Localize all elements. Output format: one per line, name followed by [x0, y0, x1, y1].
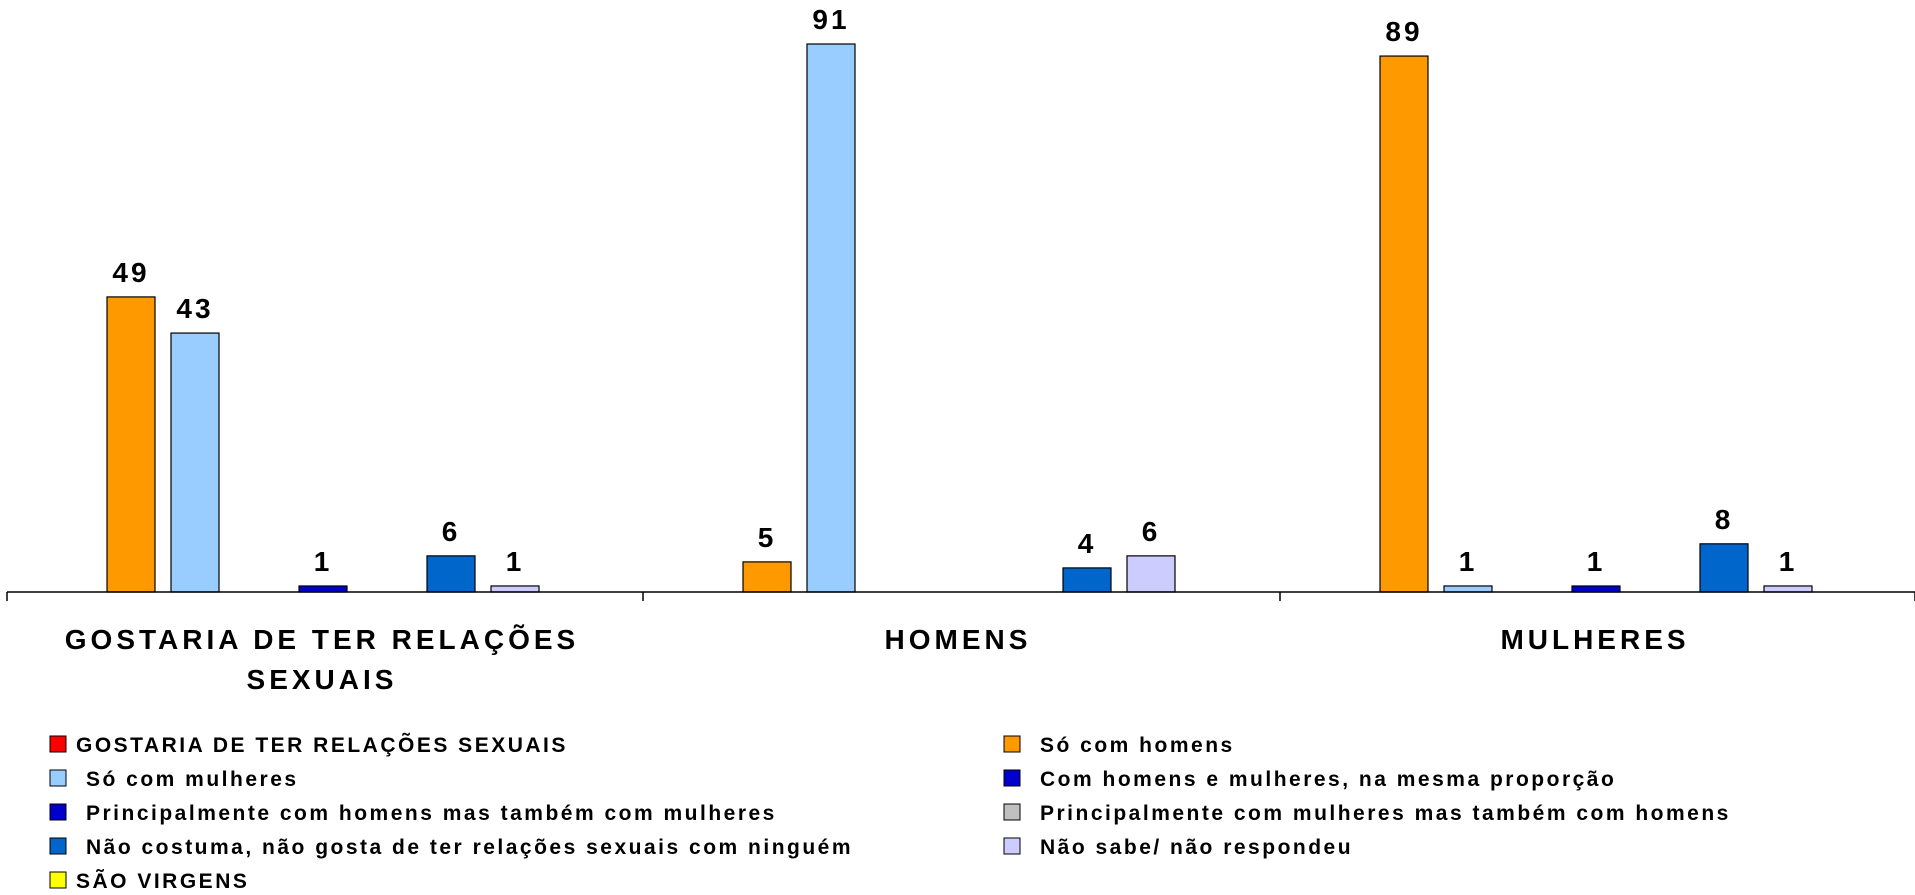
data-label: 49	[112, 257, 149, 288]
category-label: MULHERES	[1500, 624, 1689, 655]
x-axis	[6, 591, 1915, 601]
data-label: 89	[1385, 16, 1422, 47]
data-label: 1	[314, 546, 333, 577]
data-label: 1	[1779, 546, 1798, 577]
category-label: HOMENS	[885, 624, 1032, 655]
category-label: GOSTARIA DE TER RELAÇÕES	[65, 624, 579, 655]
data-label: 6	[442, 516, 461, 547]
data-label: 6	[1142, 516, 1161, 547]
data-label: 1	[1459, 546, 1478, 577]
legend-swatch	[49, 871, 67, 889]
legend-label: Principalmente com homens mas também com…	[86, 802, 777, 825]
category-label: SEXUAIS	[247, 664, 398, 695]
legend-label: Não costuma, não gosta de ter relações s…	[86, 836, 853, 859]
bar-1-2	[1379, 55, 1429, 593]
chart-legend: GOSTARIA DE TER RELAÇÕES SEXUAIS Só com h…	[49, 733, 1731, 893]
bar-6-0	[426, 555, 476, 593]
bar-7-2	[1763, 585, 1813, 593]
legend-swatch	[1003, 837, 1021, 855]
legend-swatch	[49, 769, 67, 787]
bar-4-2	[1571, 585, 1621, 593]
legend-label: Só com homens	[1040, 734, 1235, 757]
chart-value-labels: 49 5 89 43 91 1 1 1 6 4 8 1 6 1	[112, 4, 1798, 577]
data-label: 5	[758, 522, 777, 553]
legend-label: GOSTARIA DE TER RELAÇÕES SEXUAIS	[76, 733, 568, 757]
legend-label: Não sabe/ não respondeu	[1040, 836, 1353, 859]
data-label: 4	[1078, 528, 1097, 559]
bar-2-2	[1443, 585, 1493, 593]
bar-6-2	[1699, 543, 1749, 593]
bar-1-1	[742, 561, 792, 593]
bar-1-0	[106, 296, 156, 593]
bar-2-0	[170, 332, 220, 593]
legend-label: Com homens e mulheres, na mesma proporçã…	[1040, 768, 1616, 791]
bar-4-0	[298, 585, 348, 593]
legend-swatch	[1003, 735, 1021, 753]
chart-bars	[106, 43, 1813, 593]
data-label: 1	[506, 546, 525, 577]
legend-swatch	[1003, 803, 1021, 821]
legend-swatch	[49, 803, 67, 821]
legend-swatch	[1003, 769, 1021, 787]
data-label: 43	[176, 293, 213, 324]
bar-2-1	[806, 43, 856, 593]
legend-label: Só com mulheres	[86, 768, 299, 791]
bar-6-1	[1062, 567, 1112, 593]
legend-label: SÃO VIRGENS	[76, 870, 249, 893]
legend-label: Principalmente com mulheres mas também c…	[1040, 802, 1731, 825]
data-label: 1	[1587, 546, 1606, 577]
category-labels: GOSTARIA DE TER RELAÇÕES SEXUAIS HOMENS MUL…	[65, 624, 1689, 695]
legend-swatch	[49, 837, 67, 855]
bar-7-0	[490, 585, 540, 593]
legend-swatch	[49, 735, 67, 753]
data-label: 8	[1715, 504, 1734, 535]
data-label: 91	[812, 4, 849, 35]
bar-7-1	[1126, 555, 1176, 593]
